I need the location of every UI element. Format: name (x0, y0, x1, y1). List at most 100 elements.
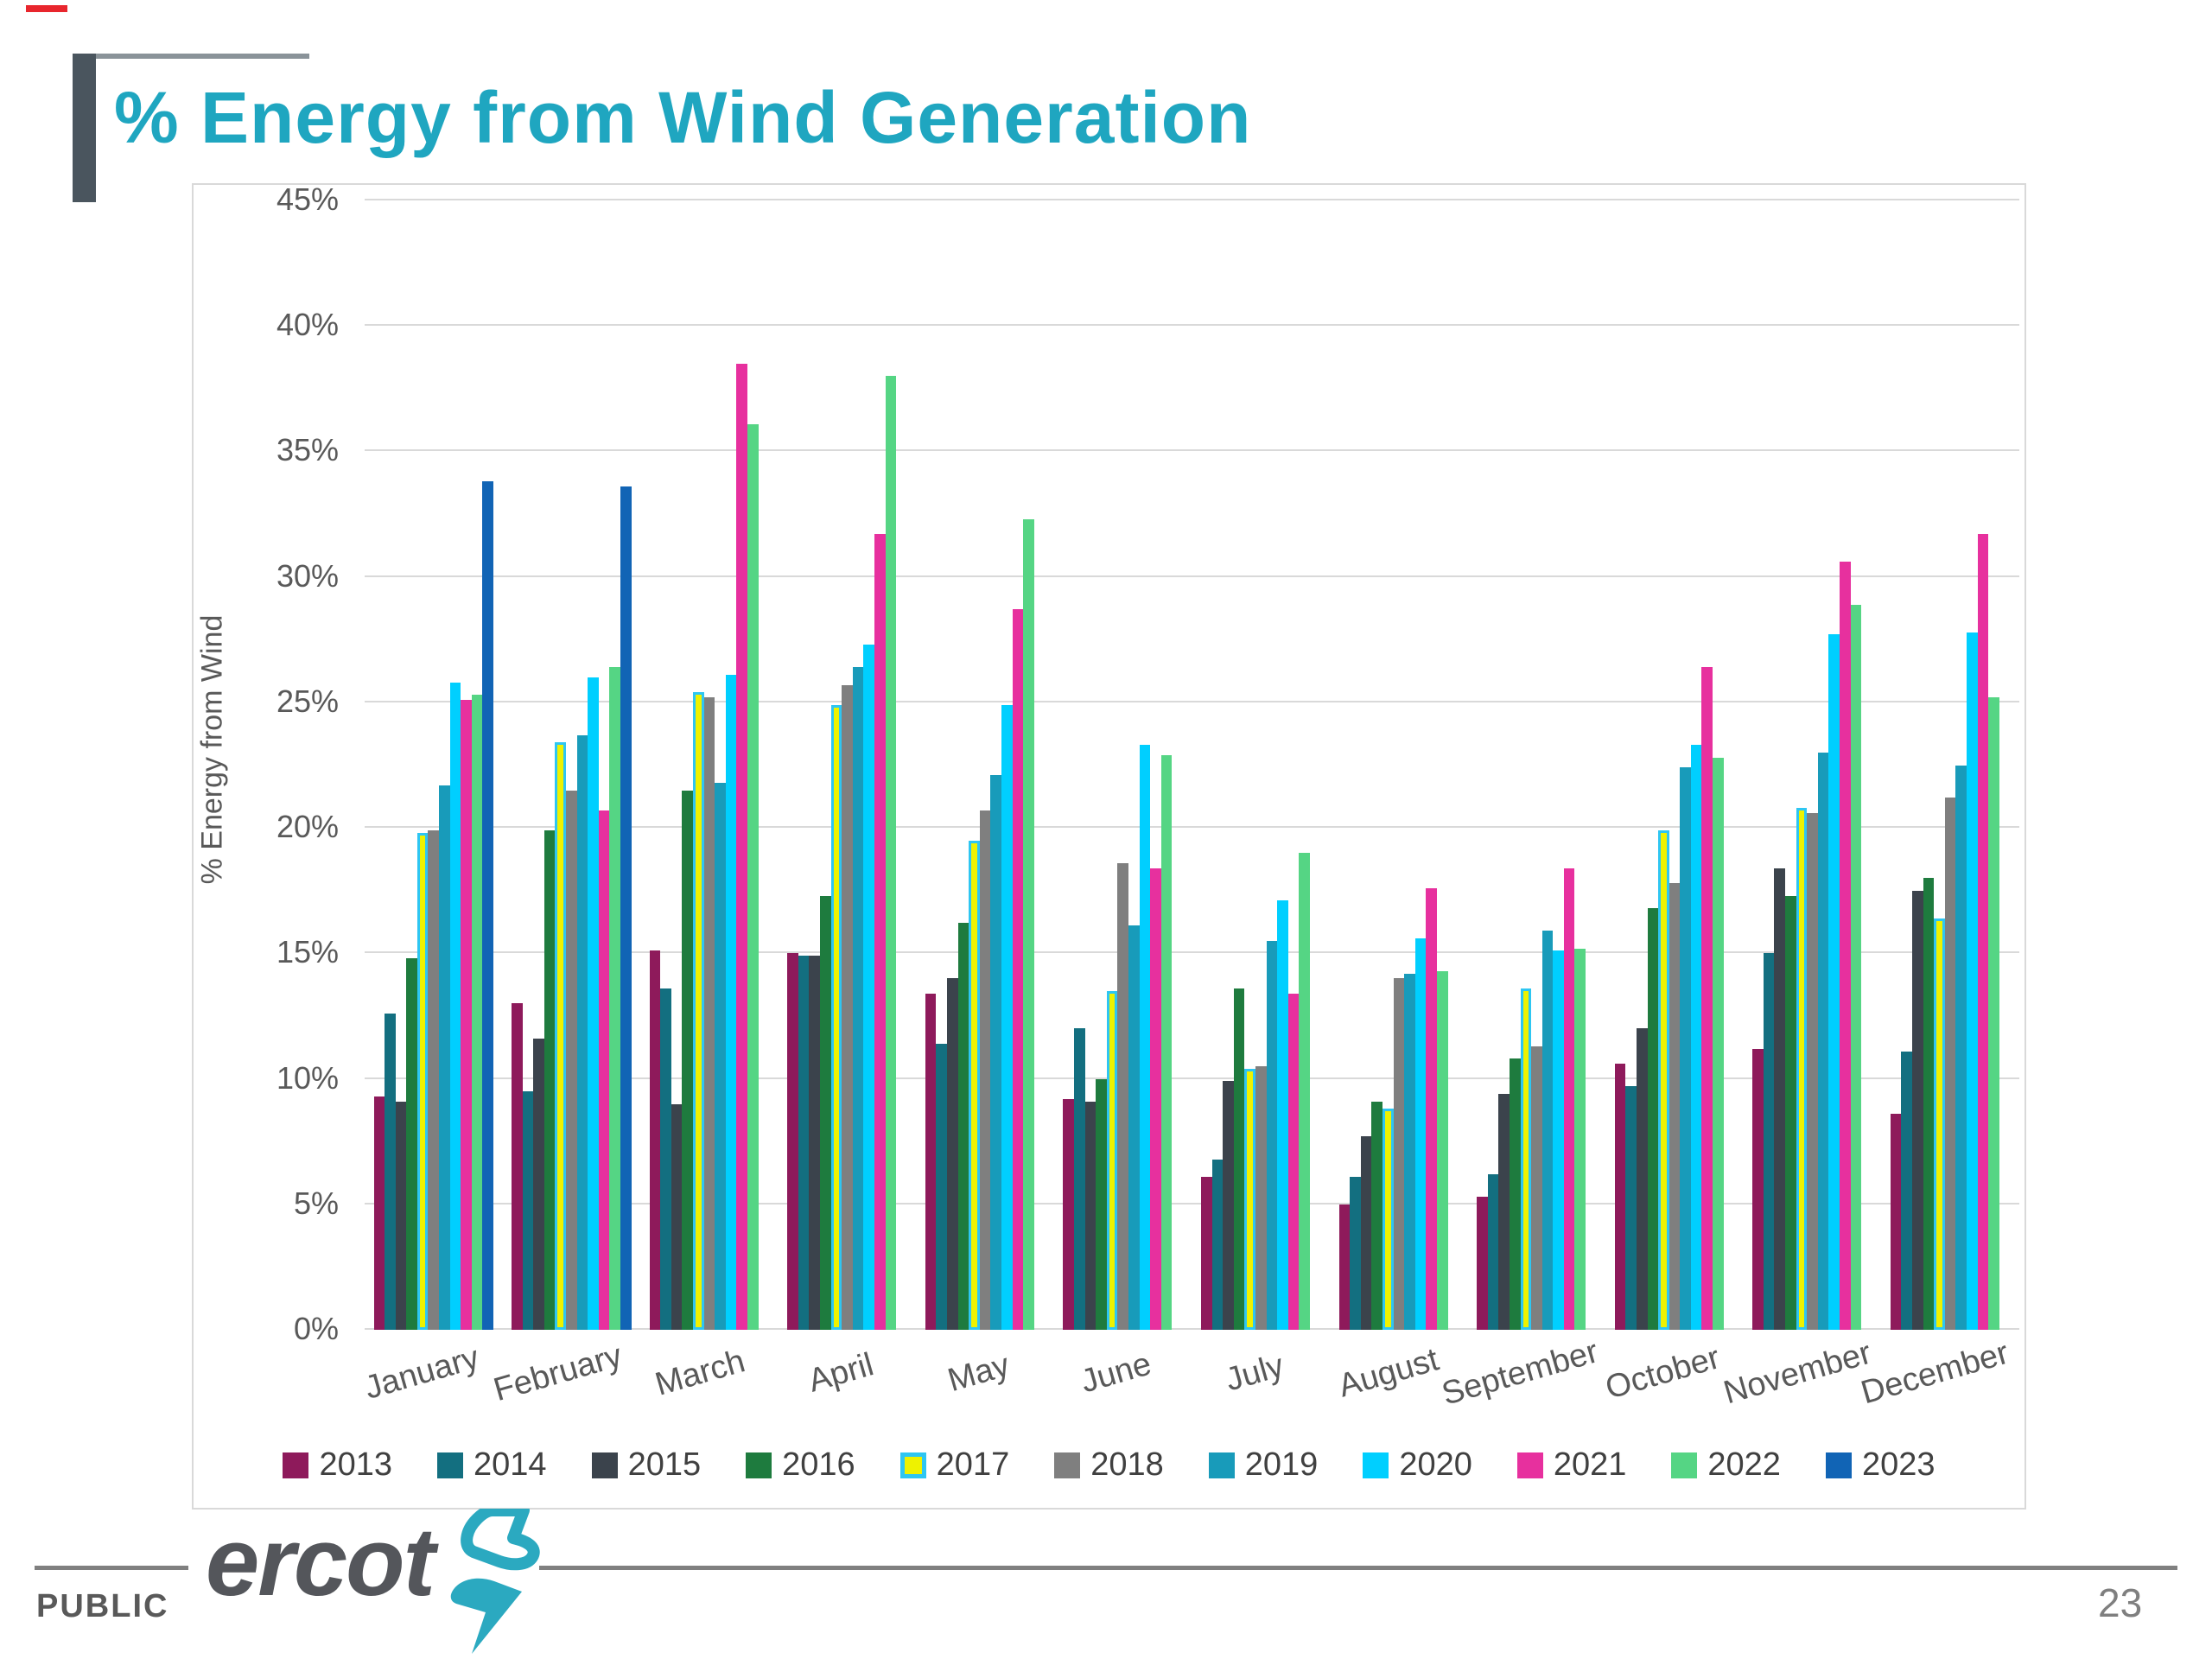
bar-2014 (385, 1014, 396, 1330)
legend-label-2023: 2023 (1861, 1446, 1936, 1483)
bar-2020 (1277, 900, 1288, 1330)
legend-swatch-2018 (1054, 1452, 1081, 1478)
gridline (365, 324, 2019, 327)
legend-item-2021: 2021 (1516, 1446, 1627, 1484)
bar-groups-row: January February March April May June July Augu… (360, 200, 2019, 1413)
bar-2019 (715, 782, 726, 1330)
bar-2019 (439, 785, 450, 1330)
bar-2017 (1658, 830, 1669, 1330)
bar-2020 (1828, 634, 1840, 1330)
bar-2013 (787, 953, 798, 1330)
legend-label-2020: 2020 (1399, 1446, 1472, 1483)
legend-label-2021: 2021 (1553, 1446, 1627, 1483)
public-label: PUBLIC (36, 1588, 169, 1624)
month-label: September (1438, 1333, 1603, 1413)
bar-2022 (1436, 970, 1448, 1330)
bar-group: December (1857, 200, 2019, 1411)
bar-2021 (1150, 868, 1161, 1330)
bar-2021 (1012, 609, 1024, 1330)
bar-2013 (1752, 1048, 1764, 1330)
chart-frame: % Energy from Wind 0% 5% 10% 15% 20% 25% 30% 35… (192, 181, 2026, 1510)
bar-2013 (1890, 1114, 1902, 1330)
bar-2014 (1901, 1051, 1913, 1330)
y-tick-label: 15% (276, 934, 339, 970)
y-tick-label: 25% (276, 683, 339, 719)
bar-2022 (609, 667, 621, 1330)
bar-2016 (957, 923, 969, 1330)
footer-divider-right (539, 1566, 2177, 1570)
bar-2015 (947, 978, 958, 1330)
month-label: May (944, 1346, 1014, 1400)
bar-group: October (1602, 200, 1744, 1407)
bar-2020 (1690, 745, 1702, 1330)
legend-item-2018: 2018 (1054, 1446, 1164, 1484)
bar-2021 (1563, 868, 1575, 1330)
bar-2017 (1244, 1068, 1255, 1330)
month-label: August (1334, 1341, 1443, 1405)
bar-2014 (1625, 1086, 1637, 1330)
legend-label-2016: 2016 (782, 1446, 855, 1483)
bar-2015 (1636, 1028, 1648, 1330)
bar-2015 (671, 1103, 683, 1330)
bar-2022 (1713, 757, 1724, 1330)
bar-2015 (1498, 1093, 1510, 1330)
bar-2013 (925, 993, 937, 1330)
legend-swatch-2019 (1208, 1452, 1235, 1478)
bar-2016 (1647, 908, 1659, 1330)
bar-2014 (936, 1043, 948, 1330)
bar-group: November (1719, 200, 1882, 1411)
bar-2017 (1934, 918, 1945, 1330)
footer-divider-left (35, 1566, 188, 1570)
y-tick-label: 0% (293, 1311, 339, 1346)
bar-2013 (512, 1003, 523, 1330)
month-label: December (1857, 1334, 2013, 1412)
bar-2015 (1360, 1136, 1372, 1330)
legend-label-2014: 2014 (474, 1446, 547, 1483)
bar-2022 (1299, 853, 1310, 1330)
legend-item-2013: 2013 (283, 1446, 392, 1484)
bar-2016 (406, 958, 417, 1330)
month-label: March (651, 1343, 749, 1403)
title-accent-bar (73, 54, 96, 202)
month-label: April (804, 1346, 878, 1400)
bar-2017 (555, 742, 567, 1330)
legend-label-2019: 2019 (1244, 1446, 1319, 1483)
bar-2018 (428, 830, 440, 1330)
bar-2018 (1531, 1046, 1542, 1330)
month-label: February (490, 1337, 626, 1409)
bar-2018 (566, 790, 577, 1330)
y-tick-label: 5% (293, 1185, 339, 1221)
bar-2014 (1211, 1159, 1224, 1330)
bar-2019 (1680, 767, 1691, 1330)
bar-2022 (747, 423, 759, 1330)
bar-2014 (1350, 1176, 1361, 1330)
bar-2017 (1106, 990, 1118, 1330)
legend-swatch-2021 (1516, 1452, 1543, 1478)
bar-2019 (990, 775, 1001, 1330)
bar-2013 (1063, 1098, 1074, 1330)
bar-2020 (863, 645, 874, 1330)
y-tick-label: 35% (276, 432, 339, 468)
y-axis-title: % Energy from Wind (187, 185, 238, 1314)
bar-2016 (820, 895, 831, 1330)
bar-2016 (1096, 1078, 1107, 1330)
legend-swatch-2020 (1363, 1452, 1389, 1478)
bar-2019 (1955, 765, 1967, 1330)
bar-2021 (1426, 887, 1437, 1330)
bar-2016 (1371, 1101, 1382, 1330)
bar-2017 (416, 832, 429, 1330)
legend-label-2015: 2015 (627, 1446, 702, 1483)
bar-2014 (1763, 953, 1775, 1330)
y-tick-label: 45% (276, 181, 339, 217)
gridline (365, 826, 2019, 829)
bar-2021 (736, 363, 748, 1330)
bar-2020 (1967, 632, 1978, 1330)
bar-2023 (620, 486, 632, 1330)
bar-group: February (490, 200, 641, 1408)
bar-2016 (682, 790, 694, 1330)
bar-2013 (1338, 1204, 1351, 1330)
ercot-wordmark: ercot (206, 1508, 435, 1616)
bar-2022 (1023, 518, 1034, 1330)
bar-2014 (1487, 1173, 1499, 1330)
bar-2019 (1404, 973, 1415, 1330)
